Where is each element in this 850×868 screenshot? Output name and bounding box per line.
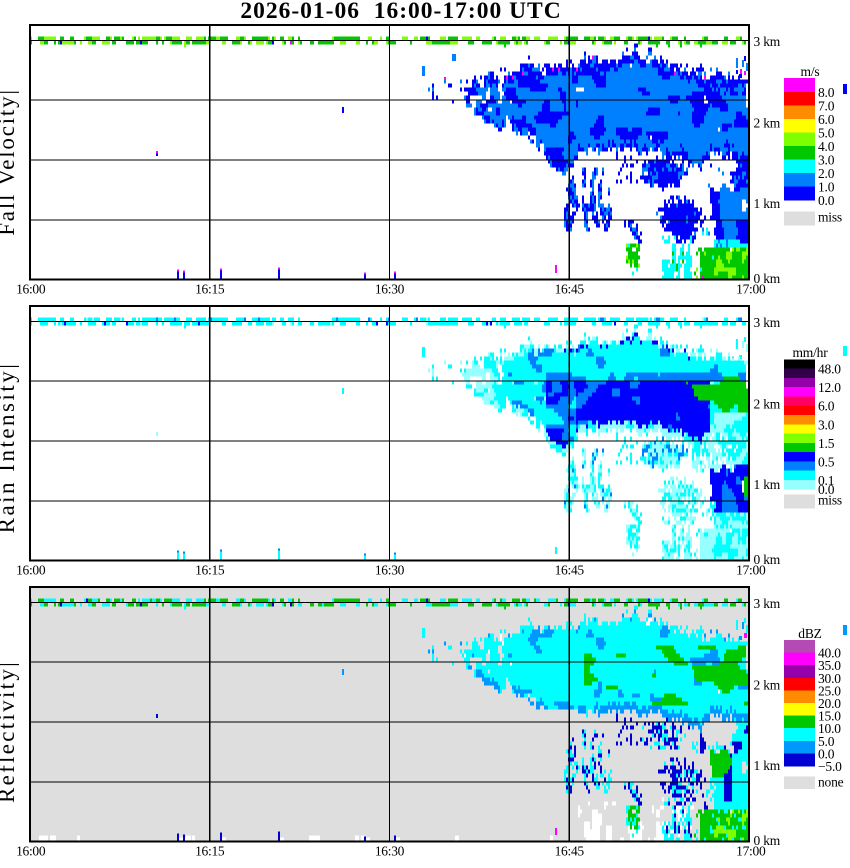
svg-text:25.0: 25.0: [818, 683, 841, 698]
svg-text:miss: miss: [818, 210, 842, 225]
svg-text:16:30: 16:30: [375, 843, 405, 858]
svg-text:1 km: 1 km: [754, 196, 781, 211]
svg-text:0 km: 0 km: [754, 833, 781, 848]
svg-text:12.0: 12.0: [818, 380, 841, 395]
svg-text:40.0: 40.0: [818, 646, 841, 661]
svg-text:48.0: 48.0: [818, 362, 841, 377]
svg-text:1.0: 1.0: [818, 180, 835, 195]
svg-text:16:45: 16:45: [555, 281, 585, 296]
svg-text:2 km: 2 km: [754, 115, 781, 130]
svg-text:16:30: 16:30: [375, 562, 405, 577]
svg-text:16:30: 16:30: [375, 281, 405, 296]
svg-text:16:45: 16:45: [555, 562, 585, 577]
svg-text:16:45: 16:45: [555, 843, 585, 858]
svg-text:0 km: 0 km: [754, 271, 781, 286]
svg-text:3 km: 3 km: [754, 596, 781, 611]
svg-text:−5.0: −5.0: [818, 759, 842, 774]
svg-text:5.0: 5.0: [818, 125, 835, 140]
svg-text:Reflectivity|: Reflectivity|: [0, 660, 19, 803]
svg-text:16:00: 16:00: [16, 562, 46, 577]
svg-text:6.0: 6.0: [818, 112, 835, 127]
svg-text:3 km: 3 km: [754, 34, 781, 49]
svg-text:5.0: 5.0: [818, 734, 835, 749]
svg-text:2 km: 2 km: [754, 396, 781, 411]
svg-text:4.0: 4.0: [818, 139, 835, 154]
svg-text:2 km: 2 km: [754, 677, 781, 692]
svg-text:7.0: 7.0: [818, 98, 835, 113]
svg-text:none: none: [818, 774, 844, 789]
svg-text:0.0: 0.0: [818, 482, 835, 497]
svg-text:0.0: 0.0: [818, 746, 835, 761]
svg-text:1 km: 1 km: [754, 758, 781, 773]
svg-text:16:00: 16:00: [16, 843, 46, 858]
svg-text:16:15: 16:15: [195, 562, 225, 577]
svg-text:16:15: 16:15: [195, 281, 225, 296]
svg-text:1 km: 1 km: [754, 477, 781, 492]
svg-text:0.0: 0.0: [818, 193, 835, 208]
svg-text:3 km: 3 km: [754, 315, 781, 330]
svg-text:35.0: 35.0: [818, 658, 841, 673]
svg-text:16:15: 16:15: [195, 843, 225, 858]
svg-text:Rain Intensity|: Rain Intensity|: [0, 362, 19, 534]
svg-text:dBZ: dBZ: [798, 626, 821, 641]
svg-text:8.0: 8.0: [818, 85, 835, 100]
svg-text:6.0: 6.0: [818, 399, 835, 414]
svg-text:30.0: 30.0: [818, 671, 841, 686]
svg-text:17:00: 17:00: [736, 843, 766, 858]
svg-text:Fall Velocity|: Fall Velocity|: [0, 88, 19, 236]
svg-text:m/s: m/s: [801, 64, 820, 79]
svg-text:17:00: 17:00: [736, 281, 766, 296]
svg-text:16:00: 16:00: [16, 281, 46, 296]
svg-text:15.0: 15.0: [818, 709, 841, 724]
svg-text:3.0: 3.0: [818, 153, 835, 168]
svg-text:miss: miss: [818, 493, 842, 508]
svg-text:10.0: 10.0: [818, 721, 841, 736]
svg-text:17:00: 17:00: [736, 562, 766, 577]
svg-text:20.0: 20.0: [818, 696, 841, 711]
svg-text:0.5: 0.5: [818, 454, 835, 469]
svg-text:3.0: 3.0: [818, 417, 835, 432]
svg-text:2026-01-06 16:00-17:00 UTC: 2026-01-06 16:00-17:00 UTC: [240, 0, 561, 24]
svg-text:1.5: 1.5: [818, 436, 835, 451]
svg-text:mm/hr: mm/hr: [793, 345, 829, 360]
svg-text:0 km: 0 km: [754, 552, 781, 567]
svg-text:0.1: 0.1: [818, 473, 834, 488]
svg-text:2.0: 2.0: [818, 166, 835, 181]
